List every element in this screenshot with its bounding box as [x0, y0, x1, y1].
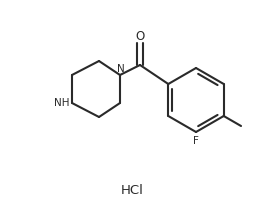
Text: N: N [117, 64, 125, 74]
Text: NH: NH [54, 98, 70, 108]
Text: O: O [135, 29, 145, 43]
Text: F: F [193, 136, 199, 146]
Text: HCl: HCl [121, 184, 143, 197]
